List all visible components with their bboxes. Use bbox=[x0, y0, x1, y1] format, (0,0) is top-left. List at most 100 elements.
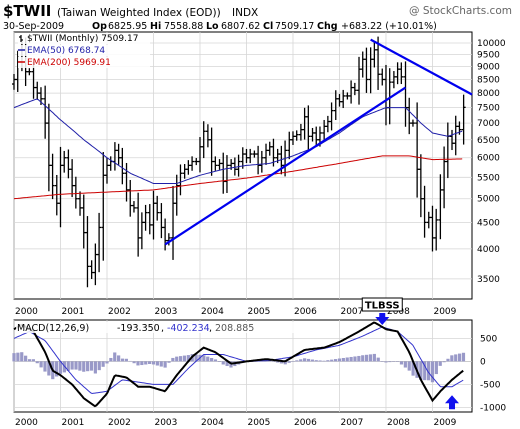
legend-text-ema200: EMA(200) 5969.91 bbox=[27, 58, 111, 68]
exchange-label: INDX bbox=[232, 7, 258, 19]
price-x-tick-2006: 2006 bbox=[294, 307, 317, 317]
low-label: Lo bbox=[206, 21, 219, 32]
price-bar-44 bbox=[182, 164, 187, 179]
price-bar-22 bbox=[97, 212, 102, 273]
price-bar-84 bbox=[337, 94, 342, 107]
macd-hist-bar-101 bbox=[403, 361, 407, 368]
macd-legend-sep-1: , bbox=[161, 323, 164, 334]
price-bar-99 bbox=[395, 62, 400, 85]
macd-hist-bar-87 bbox=[349, 356, 353, 362]
price-bars bbox=[12, 36, 466, 288]
price-bar-51 bbox=[209, 127, 214, 176]
high-label: Hi bbox=[150, 21, 161, 32]
macd-hist-bar-85 bbox=[341, 357, 345, 362]
price-bar-114 bbox=[453, 115, 458, 156]
macd-hist-bar-105 bbox=[419, 361, 423, 381]
macd-hist-bar-9 bbox=[47, 361, 51, 376]
macd-hist-bar-45 bbox=[186, 355, 190, 362]
macd-hist-bar-23 bbox=[101, 361, 105, 367]
price-bar-54 bbox=[221, 152, 226, 194]
macd-hist-bar-112 bbox=[446, 358, 450, 362]
macd-legend-bg bbox=[16, 322, 316, 333]
symbol-title: $TWII bbox=[3, 2, 51, 20]
price-bar-19 bbox=[85, 216, 90, 288]
price-bar-15 bbox=[70, 159, 75, 198]
price-bar-30 bbox=[128, 180, 133, 217]
macd-hist-bar-30 bbox=[128, 360, 132, 362]
price-y-tick-3500: 3500 bbox=[477, 275, 500, 285]
price-bar-38 bbox=[159, 203, 164, 239]
price-bar-20 bbox=[89, 260, 94, 279]
quote-date: 30-Sep-2009 bbox=[3, 21, 64, 32]
macd-hist-bar-76 bbox=[306, 358, 311, 362]
low-value: 6807.62 bbox=[221, 21, 260, 32]
price-bar-18 bbox=[81, 194, 86, 249]
macd-x-tick-labels: 2000 2001 2002 2003 2004 2005 2006 2007 2008 2009 bbox=[15, 418, 457, 428]
price-bar-58 bbox=[236, 154, 241, 177]
price-bar-34 bbox=[143, 204, 148, 231]
price-x-tick-labels: 2000 2001 2002 2003 2004 2005 2006 2007 2008 2009 bbox=[15, 307, 457, 317]
price-bar-0 bbox=[12, 73, 16, 90]
price-bar-101 bbox=[403, 61, 408, 127]
macd-hist-bar-70 bbox=[283, 361, 287, 365]
price-bar-91 bbox=[364, 47, 369, 93]
price-bar-8 bbox=[43, 85, 48, 139]
macd-hist-bar-92 bbox=[368, 354, 373, 362]
price-y-tick-5000: 5000 bbox=[477, 195, 500, 205]
macd-hist-bar-56 bbox=[229, 361, 233, 368]
change-label: Chg bbox=[317, 21, 338, 32]
macd-hist-bar-81 bbox=[326, 360, 330, 362]
price-bar-82 bbox=[329, 102, 334, 131]
watermark: @ StockCharts.com bbox=[409, 5, 512, 17]
macd-hist-bar-36 bbox=[151, 361, 156, 365]
price-y-tick-5500: 5500 bbox=[477, 173, 500, 183]
price-x-tick-2008: 2008 bbox=[387, 307, 410, 317]
close-value: 7509.17 bbox=[275, 21, 314, 32]
price-x-tick-2002: 2002 bbox=[108, 307, 131, 317]
price-bar-110 bbox=[438, 174, 443, 240]
price-bar-33 bbox=[139, 212, 144, 250]
macd-hist-bar-79 bbox=[318, 360, 322, 362]
macd-hist-bar-13 bbox=[62, 361, 66, 373]
macd-hist-bar-1 bbox=[16, 352, 20, 362]
price-bar-37 bbox=[155, 195, 160, 221]
price-bar-60 bbox=[244, 148, 249, 164]
macd-hist-bar-32 bbox=[136, 361, 140, 366]
macd-hist-bar-12 bbox=[58, 361, 63, 374]
macd-hist-bar-15 bbox=[70, 361, 74, 370]
price-bar-109 bbox=[434, 208, 439, 251]
macd-hist-bar-91 bbox=[365, 354, 369, 362]
macd-x-tick-2004: 2004 bbox=[201, 418, 224, 428]
macd-hist-bar-43 bbox=[179, 356, 183, 362]
macd-x-tick-2007: 2007 bbox=[340, 418, 363, 428]
macd-hist-bar-73 bbox=[295, 360, 299, 362]
macd-hist-bar-37 bbox=[155, 361, 159, 366]
price-bar-107 bbox=[426, 211, 431, 229]
macd-hist-bar-44 bbox=[182, 355, 187, 362]
price-bar-102 bbox=[407, 97, 412, 135]
macd-hist-bar-2 bbox=[20, 352, 24, 362]
price-bar-83 bbox=[333, 90, 338, 121]
price-bar-61 bbox=[248, 148, 253, 164]
legend-swatch-price bbox=[19, 35, 23, 42]
price-bar-53 bbox=[217, 159, 222, 170]
macd-hist-bar-96 bbox=[384, 361, 388, 363]
price-bar-36 bbox=[151, 190, 156, 240]
price-bar-57 bbox=[232, 157, 237, 176]
price-bar-64 bbox=[259, 150, 264, 173]
macd-hist-bar-0 bbox=[12, 353, 16, 362]
macd-hist-bar-115 bbox=[458, 353, 462, 362]
macd-hist-bar-16 bbox=[74, 361, 78, 370]
macd-hist-bar-111 bbox=[442, 361, 446, 363]
macd-hist-bar-98 bbox=[392, 361, 396, 362]
price-bar-32 bbox=[136, 192, 141, 257]
macd-legend-signal-value: -402.234 bbox=[167, 323, 210, 334]
macd-hist-bar-106 bbox=[423, 361, 427, 381]
macd-y-tick--1000: -1000 bbox=[480, 403, 506, 413]
price-y-tick-7000: 7000 bbox=[477, 119, 500, 129]
price-bar-39 bbox=[163, 218, 168, 251]
price-y-tick-9500: 9500 bbox=[477, 50, 500, 60]
price-bar-41 bbox=[171, 185, 176, 260]
ema200-line bbox=[13, 155, 463, 200]
